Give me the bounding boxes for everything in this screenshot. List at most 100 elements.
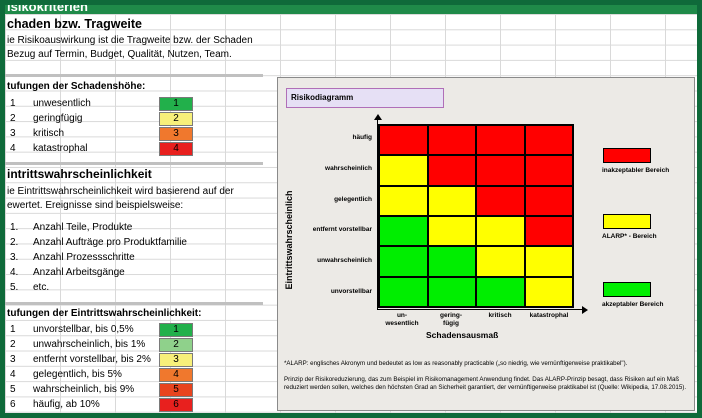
level-score-cell[interactable]: 2 — [159, 112, 193, 126]
example-number: 1. — [10, 222, 19, 233]
level-label: unwahrscheinlich, bis 1% — [33, 339, 146, 350]
level-score-cell[interactable]: 2 — [159, 338, 193, 352]
diagram-title: Risikodiagramm — [286, 88, 444, 108]
level-score-cell[interactable]: 4 — [159, 368, 193, 382]
matrix-cell — [379, 276, 428, 307]
level-label: unvorstellbar, bis 0,5% — [33, 324, 134, 335]
legend-label: ALARP* - Bereich — [602, 233, 657, 240]
row-label: unvorstellbar — [330, 287, 372, 295]
matrix-cell — [379, 246, 428, 277]
matrix-cell — [427, 155, 476, 186]
alarp-explanation: Prinzip der Risikoreduzierung, das zum B… — [284, 376, 687, 391]
matrix-cell — [379, 185, 428, 216]
example-row: 3. Anzahl Prozessschritte — [5, 251, 263, 266]
matrix-cell — [524, 155, 573, 186]
level-label: gelegentlich, bis 5% — [33, 369, 122, 380]
matrix-cell — [379, 155, 428, 186]
divider — [5, 302, 263, 305]
matrix-cell — [476, 185, 525, 216]
level-number: 3 — [10, 354, 16, 365]
level-row: 4 gelegentlich, bis 5% 4 — [5, 368, 263, 383]
level-number: 3 — [10, 128, 16, 139]
level-row: 2 geringfügig 2 — [5, 112, 263, 127]
section-text-line: ie Eintrittswahrscheinlichkeit wird basi… — [7, 186, 234, 197]
probability-levels-heading: tufungen der Eintrittswahrscheinlichkeit… — [7, 308, 202, 319]
level-score-cell[interactable]: 1 — [159, 323, 193, 337]
column-label: katastrophal — [529, 312, 569, 319]
level-label: unwesentlich — [33, 98, 91, 109]
example-row: 1. Anzahl Teile, Produkte — [5, 221, 263, 236]
alarp-footnote: *ALARP: englisches Akronym und bedeutet … — [284, 360, 628, 367]
section-text-line: ewertet. Ereignisse sind beispielsweise: — [7, 200, 184, 211]
matrix-cell — [427, 276, 476, 307]
matrix-cell — [524, 125, 573, 156]
level-label: wahrscheinlich, bis 9% — [33, 384, 135, 395]
section-heading-damage: chaden bzw. Tragweite — [7, 17, 142, 31]
column-label: un-wesentlich — [385, 312, 419, 327]
row-label: unwahrscheinlich — [317, 257, 372, 264]
level-row: 4 katastrophal 4 — [5, 142, 263, 157]
x-axis-title: Schadensausmaß — [426, 330, 499, 340]
example-row: 5. etc. — [5, 281, 263, 296]
section-heading-probability: intrittswahrscheinlichkeit — [7, 167, 152, 181]
matrix-cell — [524, 276, 573, 307]
example-label: Anzahl Prozessschritte — [33, 252, 135, 263]
example-label: Anzahl Arbeitsgänge — [33, 267, 125, 278]
example-number: 2. — [10, 237, 19, 248]
x-axis-arrow — [582, 306, 588, 314]
damage-levels-heading: tufungen der Schadenshöhe: — [7, 81, 146, 92]
level-label: katastrophal — [33, 143, 88, 154]
divider — [5, 162, 263, 165]
row-label: wahrscheinlich — [325, 165, 372, 172]
matrix-cell — [427, 246, 476, 277]
level-score-cell[interactable]: 5 — [159, 383, 193, 397]
level-score-cell[interactable]: 1 — [159, 97, 193, 111]
row-label: häufig — [352, 134, 373, 142]
banner-title: isikokriterien — [7, 5, 88, 14]
example-label: etc. — [33, 282, 50, 293]
risk-diagram-panel[interactable]: Risikodiagramm Eintrittswahrscheinlich h… — [277, 77, 695, 411]
level-number: 1 — [10, 98, 16, 109]
risk-matrix — [378, 124, 574, 308]
matrix-cell — [379, 125, 428, 156]
level-score-cell[interactable]: 3 — [159, 353, 193, 367]
row-label: entfernt vorstellbar — [312, 226, 372, 234]
legend-label: akzeptabler Bereich — [602, 301, 664, 308]
row-label: gelegentlich — [334, 195, 372, 203]
example-row: 2. Anzahl Aufträge pro Produktfamilie — [5, 236, 263, 251]
matrix-cell — [427, 125, 476, 156]
column-label: kritisch — [488, 312, 512, 319]
level-score-cell[interactable]: 4 — [159, 142, 193, 156]
matrix-cell — [476, 125, 525, 156]
level-row: 2 unwahrscheinlich, bis 1% 2 — [5, 338, 263, 353]
example-label: Anzahl Teile, Produkte — [33, 222, 133, 233]
x-axis-line — [377, 309, 583, 310]
level-number: 4 — [10, 143, 16, 154]
example-label: Anzahl Aufträge pro Produktfamilie — [33, 237, 187, 248]
level-number: 4 — [10, 369, 16, 380]
section-text-line: ie Risikoauswirkung ist die Tragweite bz… — [7, 35, 253, 46]
level-label: geringfügig — [33, 113, 83, 124]
matrix-cell — [524, 246, 573, 277]
spreadsheet-window: isikokriterien chaden bzw. Tragweite ie … — [4, 4, 698, 414]
level-score-cell[interactable]: 3 — [159, 127, 193, 141]
matrix-cell — [476, 276, 525, 307]
level-row: 3 entfernt vorstellbar, bis 2% 3 — [5, 353, 263, 368]
level-row: 1 unvorstellbar, bis 0,5% 1 — [5, 323, 263, 338]
level-score-cell[interactable]: 6 — [159, 398, 193, 412]
example-row: 4. Anzahl Arbeitsgänge — [5, 266, 263, 281]
legend-swatch — [603, 148, 651, 163]
legend-label: inakzeptabler Bereich — [602, 167, 670, 174]
matrix-cell — [476, 246, 525, 277]
example-number: 4. — [10, 267, 19, 278]
matrix-cell — [476, 216, 525, 247]
level-number: 1 — [10, 324, 16, 335]
y-axis-arrow — [374, 114, 382, 120]
level-number: 6 — [10, 399, 16, 410]
matrix-cell — [524, 216, 573, 247]
matrix-cell — [427, 185, 476, 216]
level-label: kritisch — [33, 128, 65, 139]
section-text-line: Bezug auf Termin, Budget, Qualität, Nutz… — [7, 49, 232, 60]
level-label: häufig, ab 10% — [33, 399, 100, 410]
level-row: 1 unwesentlich 1 — [5, 97, 263, 112]
